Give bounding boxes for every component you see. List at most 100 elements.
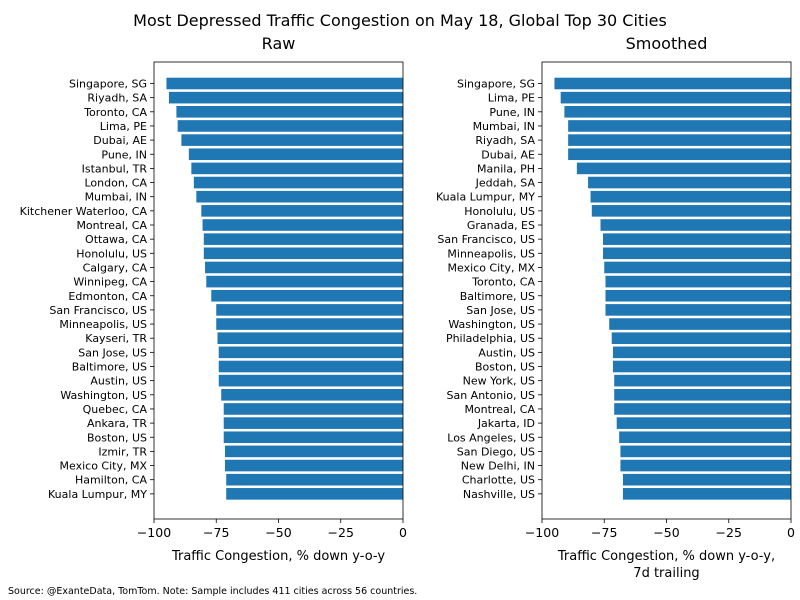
smoothed-bar <box>614 374 791 387</box>
raw-category-label: Kuala Lumpur, MY <box>48 488 147 501</box>
smoothed-bar <box>564 106 791 118</box>
smoothed-xtick-label: −50 <box>653 525 679 540</box>
raw-bar <box>216 304 403 316</box>
raw-bar <box>223 417 403 429</box>
smoothed-category-label: Manila, PH <box>477 162 535 175</box>
raw-category-label: Baltimore, US <box>72 361 147 374</box>
raw-category-label: Montreal, CA <box>76 219 147 232</box>
raw-bar <box>226 473 403 486</box>
smoothed-bar <box>605 289 791 302</box>
smoothed-category-label: Pune, IN <box>489 106 535 119</box>
smoothed-category-label: San Jose, US <box>466 304 535 317</box>
raw-panel-title: Raw <box>262 34 296 53</box>
smoothed-bar <box>568 134 791 146</box>
raw-category-label: Mexico City, MX <box>60 460 148 473</box>
smoothed-xtick-label: 0 <box>787 525 795 540</box>
raw-category-label: London, CA <box>84 177 147 190</box>
smoothed-category-label: New Delhi, IN <box>461 460 535 473</box>
raw-category-label: San Francisco, US <box>49 304 147 317</box>
raw-bar <box>223 431 403 444</box>
smoothed-category-label: Lima, PE <box>488 92 535 105</box>
raw-bar <box>196 190 403 203</box>
raw-bar <box>226 488 403 500</box>
smoothed-bar <box>622 488 791 500</box>
smoothed-bar <box>611 332 791 344</box>
raw-xtick-label: −25 <box>328 525 354 540</box>
raw-bar <box>217 332 403 344</box>
figure-title: Most Depressed Traffic Congestion on May… <box>133 11 667 30</box>
raw-bar <box>191 162 403 175</box>
raw-category-label: Toronto, CA <box>83 106 147 119</box>
raw-category-label: Boston, US <box>87 431 147 444</box>
smoothed-xtick-label: −100 <box>525 525 559 540</box>
smoothed-bar <box>576 162 791 175</box>
raw-category-label: San Jose, US <box>78 346 147 359</box>
smoothed-bar <box>554 77 791 90</box>
raw-bar <box>221 389 403 401</box>
smoothed-category-label: Singapore, SG <box>457 78 535 91</box>
raw-category-label: Washington, US <box>60 389 147 402</box>
smoothed-category-label: Charlotte, US <box>462 474 535 487</box>
raw-bar <box>218 374 403 387</box>
raw-xtick-label: 0 <box>399 525 407 540</box>
raw-category-label: Izmir, TR <box>98 445 147 458</box>
smoothed-bar <box>591 205 791 217</box>
smoothed-panel-title: Smoothed <box>626 34 708 53</box>
smoothed-category-label: Baltimore, US <box>460 290 535 303</box>
smoothed-category-label: Austin, US <box>478 346 535 359</box>
smoothed-bar <box>620 445 791 458</box>
smoothed-bar <box>622 473 791 486</box>
raw-xtick-label: −75 <box>203 525 229 540</box>
raw-bar <box>181 134 403 146</box>
raw-bar <box>201 205 403 217</box>
raw-bar <box>216 318 403 330</box>
raw-category-label: Minneapolis, US <box>59 318 147 331</box>
smoothed-category-label: Mumbai, IN <box>473 120 535 133</box>
smoothed-category-label: New York, US <box>463 375 535 388</box>
raw-category-label: Lima, PE <box>100 120 147 133</box>
raw-category-label: Quebec, CA <box>83 403 148 416</box>
raw-bar <box>188 148 403 161</box>
raw-category-label: Ankara, TR <box>87 417 147 430</box>
smoothed-category-label: San Francisco, US <box>437 233 535 246</box>
raw-bar <box>168 91 403 104</box>
raw-category-label: Honolulu, US <box>76 247 147 260</box>
smoothed-category-label: Mexico City, MX <box>448 261 536 274</box>
smoothed-bar <box>616 417 791 429</box>
smoothed-bar <box>588 176 791 189</box>
smoothed-bar <box>600 219 791 231</box>
smoothed-category-label: Riyadh, SA <box>475 134 535 147</box>
smoothed-bar <box>604 261 791 274</box>
raw-bar <box>166 77 403 90</box>
smoothed-category-label: San Diego, US <box>457 445 535 458</box>
raw-category-label: Pune, IN <box>101 148 147 161</box>
raw-category-label: Calgary, CA <box>83 261 148 274</box>
smoothed-category-label: Dubai, AE <box>481 148 535 161</box>
smoothed-xtick-label: −75 <box>591 525 617 540</box>
raw-bar <box>224 459 403 472</box>
smoothed-category-label: Minneapolis, US <box>447 247 535 260</box>
raw-bar <box>224 445 403 458</box>
raw-bar <box>177 120 403 132</box>
raw-bar <box>211 289 403 302</box>
raw-category-label: Kitchener Waterloo, CA <box>20 205 148 218</box>
raw-bar <box>203 233 403 245</box>
smoothed-category-label: Kuala Lumpur, MY <box>436 191 535 204</box>
raw-bar <box>223 403 403 415</box>
smoothed-category-label: Jeddah, SA <box>475 177 536 190</box>
raw-bar <box>206 275 403 288</box>
raw-bar <box>202 219 403 231</box>
smoothed-category-label: San Antonio, US <box>446 389 535 402</box>
smoothed-bar <box>568 148 791 161</box>
smoothed-category-label: Toronto, CA <box>471 276 535 289</box>
smoothed-category-label: Washington, US <box>448 318 535 331</box>
raw-category-label: Ottawa, CA <box>85 233 147 246</box>
raw-bar <box>193 176 403 189</box>
smoothed-category-label: Boston, US <box>475 361 535 374</box>
raw-bar <box>203 247 403 260</box>
smoothed-bar <box>614 403 791 415</box>
raw-category-label: Winnipeg, CA <box>73 276 147 289</box>
raw-category-label: Mumbai, IN <box>85 191 147 204</box>
smoothed-bar <box>605 275 791 288</box>
